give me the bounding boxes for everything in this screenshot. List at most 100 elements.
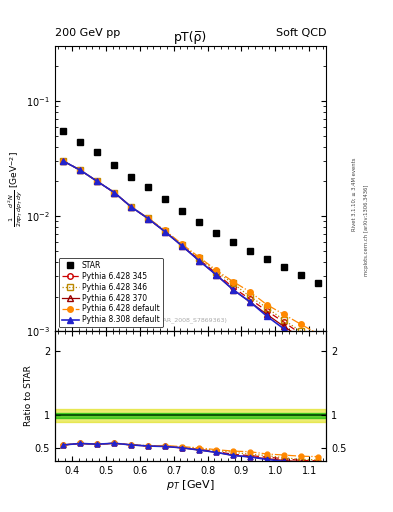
Line: Pythia 6.428 default: Pythia 6.428 default: [61, 158, 321, 336]
Pythia 8.308 default: [180, 243, 184, 249]
Legend: STAR, Pythia 6.428 345, Pythia 6.428 346, Pythia 6.428 370, Pythia 6.428 default: STAR, Pythia 6.428 345, Pythia 6.428 346…: [59, 258, 163, 327]
STAR: [214, 229, 219, 236]
STAR: [129, 174, 134, 180]
Text: Soft QCD: Soft QCD: [276, 28, 326, 38]
Text: Rivet 3.1.10; ≥ 3.4M events: Rivet 3.1.10; ≥ 3.4M events: [352, 158, 357, 231]
Pythia 6.428 346: [112, 189, 117, 196]
Pythia 8.308 default: [95, 178, 100, 184]
STAR: [180, 208, 184, 215]
STAR: [281, 264, 286, 270]
Pythia 8.308 default: [197, 258, 202, 264]
STAR: [248, 248, 252, 254]
Pythia 6.428 346: [180, 242, 184, 248]
Pythia 8.308 default: [298, 338, 303, 344]
Pythia 8.308 default: [129, 204, 134, 210]
Pythia 6.428 345: [129, 204, 134, 210]
Line: Pythia 6.428 370: Pythia 6.428 370: [61, 158, 321, 350]
Pythia 6.428 default: [214, 267, 219, 273]
Pythia 6.428 345: [197, 257, 202, 263]
Pythia 6.428 default: [146, 215, 151, 221]
Text: (STAR_2008_S7869363): (STAR_2008_S7869363): [154, 317, 228, 323]
Pythia 6.428 345: [281, 319, 286, 325]
Pythia 6.428 default: [163, 227, 167, 233]
STAR: [163, 196, 167, 202]
Line: STAR: STAR: [61, 128, 321, 287]
Pythia 6.428 346: [298, 328, 303, 334]
Pythia 6.428 default: [264, 302, 269, 308]
Pythia 6.428 default: [95, 178, 100, 184]
Pythia 6.428 370: [315, 345, 320, 351]
X-axis label: $p_T$ [GeV]: $p_T$ [GeV]: [166, 478, 215, 493]
Pythia 6.428 346: [163, 228, 167, 234]
Pythia 6.428 346: [248, 293, 252, 300]
Pythia 6.428 345: [112, 189, 117, 196]
STAR: [298, 271, 303, 278]
STAR: [95, 149, 100, 155]
Pythia 6.428 345: [180, 243, 184, 249]
STAR: [231, 239, 235, 245]
Pythia 6.428 346: [231, 281, 235, 287]
Pythia 6.428 370: [180, 243, 184, 249]
Pythia 6.428 370: [61, 158, 66, 164]
Pythia 6.428 346: [197, 255, 202, 261]
STAR: [112, 162, 117, 168]
Pythia 6.428 default: [112, 189, 117, 196]
Pythia 8.308 default: [264, 313, 269, 319]
Pythia 6.428 370: [214, 271, 219, 278]
Pythia 8.308 default: [315, 349, 320, 355]
Pythia 6.428 370: [163, 229, 167, 235]
Pythia 6.428 345: [78, 167, 83, 174]
Pythia 8.308 default: [146, 216, 151, 222]
Pythia 6.428 370: [264, 311, 269, 317]
Pythia 6.428 default: [197, 254, 202, 260]
Pythia 6.428 345: [95, 178, 100, 184]
Pythia 8.308 default: [281, 326, 286, 332]
Pythia 6.428 345: [231, 284, 235, 290]
Pythia 6.428 default: [298, 321, 303, 327]
Pythia 6.428 default: [315, 331, 320, 337]
Pythia 6.428 default: [248, 289, 252, 295]
Pythia 6.428 370: [281, 324, 286, 330]
Pythia 8.308 default: [78, 167, 83, 174]
Pythia 6.428 345: [264, 308, 269, 314]
Pythia 6.428 345: [163, 229, 167, 235]
Pythia 8.308 default: [248, 298, 252, 305]
Pythia 6.428 346: [214, 268, 219, 274]
Pythia 8.308 default: [112, 189, 117, 196]
Pythia 6.428 370: [112, 189, 117, 196]
Text: mcplots.cern.ch [arXiv:1306.3436]: mcplots.cern.ch [arXiv:1306.3436]: [364, 185, 369, 276]
Pythia 6.428 346: [315, 338, 320, 344]
Text: 200 GeV pp: 200 GeV pp: [55, 28, 120, 38]
Pythia 6.428 default: [281, 311, 286, 317]
Pythia 6.428 346: [95, 178, 100, 184]
Pythia 8.308 default: [163, 229, 167, 235]
Pythia 6.428 345: [315, 340, 320, 347]
Pythia 6.428 345: [61, 158, 66, 164]
STAR: [264, 257, 269, 263]
Line: Pythia 6.428 346: Pythia 6.428 346: [61, 158, 321, 344]
Pythia 6.428 370: [146, 216, 151, 222]
Pythia 6.428 370: [248, 298, 252, 305]
Pythia 6.428 345: [214, 270, 219, 276]
Bar: [55, 413, 326, 418]
Pythia 6.428 346: [264, 305, 269, 311]
STAR: [197, 220, 202, 226]
Pythia 6.428 370: [231, 287, 235, 293]
Line: Pythia 8.308 default: Pythia 8.308 default: [61, 158, 321, 355]
Pythia 8.308 default: [231, 287, 235, 293]
Line: Pythia 6.428 345: Pythia 6.428 345: [61, 158, 321, 347]
Pythia 6.428 345: [248, 296, 252, 302]
Title: pT(ρ̅): pT(ρ̅): [174, 31, 207, 44]
STAR: [61, 128, 66, 134]
STAR: [146, 184, 151, 190]
Pythia 6.428 346: [281, 317, 286, 323]
Pythia 6.428 default: [78, 167, 83, 174]
Bar: [55, 409, 326, 422]
Pythia 8.308 default: [61, 158, 66, 164]
Pythia 6.428 346: [61, 158, 66, 164]
Pythia 6.428 346: [146, 215, 151, 221]
Pythia 6.428 370: [197, 258, 202, 264]
Pythia 6.428 346: [78, 167, 83, 174]
Y-axis label: $\frac{1}{2\pi p_T} \frac{d^2N}{dp_T\, dy}$ [GeV$^{-2}$]: $\frac{1}{2\pi p_T} \frac{d^2N}{dp_T\, d…: [6, 151, 25, 227]
Pythia 6.428 default: [129, 204, 134, 210]
